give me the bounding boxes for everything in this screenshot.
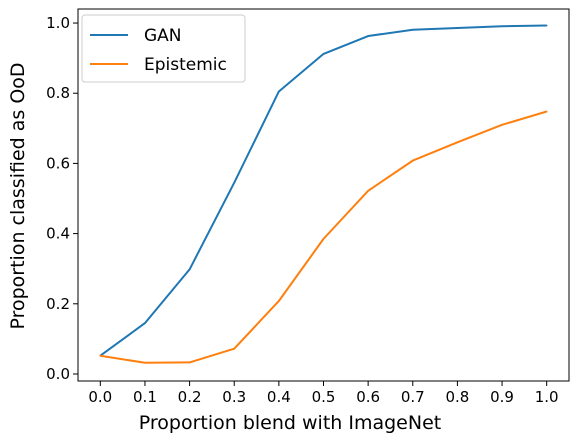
data-point-gan <box>545 24 548 27</box>
data-point-gan <box>188 268 191 271</box>
data-point-epistemic <box>367 189 369 192</box>
legend: GAN Epistemic <box>81 14 246 83</box>
y-axis-ticks: 0.0 0.2 0.4 0.6 0.8 1.0 <box>46 14 78 383</box>
data-point-epistemic <box>188 361 191 364</box>
x-tick-label: 1.0 <box>535 388 559 406</box>
x-tick-label: 0.8 <box>445 388 469 406</box>
x-tick-label: 0.6 <box>356 388 380 406</box>
data-point-gan <box>411 28 414 31</box>
data-point-epistemic <box>278 300 280 302</box>
y-tick-label: 1.0 <box>46 14 70 32</box>
data-point-gan <box>278 90 280 93</box>
data-point-gan <box>456 27 459 29</box>
x-tick-label: 0.7 <box>401 388 425 406</box>
x-tick-label: 0.4 <box>267 388 291 406</box>
data-point-epistemic <box>322 238 325 240</box>
x-tick-label: 0.1 <box>133 388 157 406</box>
legend-label-epistemic: Epistemic <box>144 55 227 75</box>
x-tick-label: 0.3 <box>222 388 246 406</box>
data-point-gan <box>367 35 369 37</box>
y-axis-label: Proportion classified as OoD <box>7 62 29 329</box>
data-point-epistemic <box>456 141 459 144</box>
data-point-epistemic <box>501 124 503 126</box>
x-tick-label: 0.2 <box>178 388 202 406</box>
legend-box <box>81 14 246 83</box>
y-tick-label: 0.2 <box>46 295 70 313</box>
data-point-gan <box>501 25 503 27</box>
data-point-epistemic <box>411 159 414 162</box>
data-point-gan <box>144 322 146 324</box>
x-axis-label: Proportion blend with ImageNet <box>139 412 441 434</box>
data-point-gan <box>233 181 236 184</box>
x-axis-ticks: 0.0 0.1 0.2 0.3 0.4 0.5 0.6 0.7 0.8 0.9 1.0 <box>88 381 559 406</box>
x-tick-label: 0.5 <box>312 388 336 406</box>
data-point-epistemic <box>144 361 146 364</box>
y-tick-label: 0.8 <box>46 84 70 102</box>
y-tick-label: 0.6 <box>46 154 70 172</box>
series-layer <box>99 24 548 364</box>
data-point-epistemic <box>233 347 236 350</box>
y-tick-label: 0.4 <box>46 225 70 243</box>
y-tick-label: 0.0 <box>46 365 70 383</box>
x-tick-label: 0.9 <box>490 388 514 406</box>
data-point-epistemic <box>545 110 548 113</box>
x-tick-label: 0.0 <box>88 388 112 406</box>
data-point-gan <box>322 53 325 55</box>
data-point-epistemic <box>99 354 102 357</box>
legend-label-gan: GAN <box>144 26 182 46</box>
